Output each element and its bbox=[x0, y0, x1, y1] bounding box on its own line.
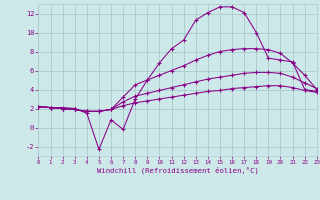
X-axis label: Windchill (Refroidissement éolien,°C): Windchill (Refroidissement éolien,°C) bbox=[97, 167, 259, 174]
